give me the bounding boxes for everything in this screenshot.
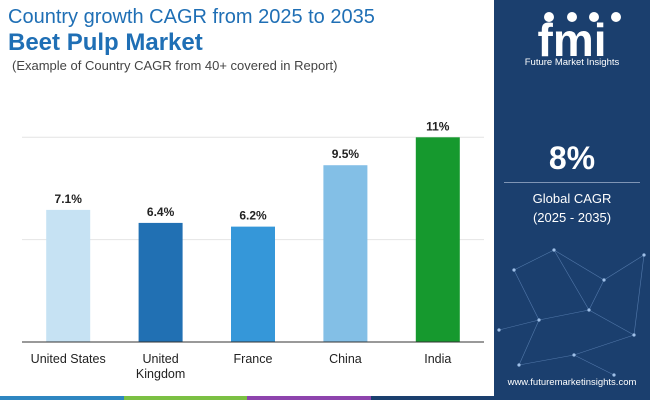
fmi-logo: fmi (538, 12, 621, 66)
chart-header: Country growth CAGR from 2025 to 2035 Be… (0, 0, 494, 82)
bar-5 (415, 137, 460, 342)
divider (504, 182, 640, 183)
x-tick-label-2-line-1: United (143, 352, 179, 366)
sidebar-panel: fmi Future Market Insights 8% Global CAG… (494, 0, 650, 400)
x-tick-label-1: United States (31, 352, 106, 366)
data-label-1: 7.1% (55, 192, 83, 206)
network-graphic (497, 248, 646, 377)
global-cagr-value: 8% (548, 140, 596, 176)
cagr-label-period: (2025 - 2035) (532, 210, 612, 225)
bar-3 (231, 226, 275, 342)
logo-text: fmi (538, 14, 607, 66)
chart-subtitle: (Example of Country CAGR from 40+ covere… (12, 58, 338, 73)
website-url: www.futuremarketinsights.com (507, 377, 637, 388)
bar-4 (323, 165, 368, 342)
chart-title: Country growth CAGR from 2025 to 2035 (8, 6, 375, 28)
bar-2 (138, 222, 183, 342)
market-name: Beet Pulp Market (8, 29, 203, 56)
x-tick-label-2-line-2: Kingdom (136, 367, 185, 381)
stripe-segment-3 (247, 396, 371, 400)
stripe-segment-2 (123, 396, 247, 400)
stripe-segment-4 (370, 396, 494, 400)
cagr-label-title: Global CAGR (532, 191, 612, 206)
data-label-2: 6.4% (147, 205, 175, 219)
x-tick-label-5: India (424, 352, 451, 366)
x-tick-label-3: France (234, 352, 273, 366)
logo-caption: Future Market Insights (524, 57, 620, 68)
data-label-5: 11% (426, 119, 450, 133)
x-tick-label-4: China (329, 352, 362, 366)
data-label-4: 9.5% (332, 147, 360, 161)
data-label-3: 6.2% (239, 209, 267, 223)
bottom-stripe (0, 396, 494, 400)
global-cagr-label: Global CAGR (2025 - 2035) (494, 189, 650, 227)
bar-1 (46, 209, 91, 342)
stripe-segment-1 (0, 396, 124, 400)
